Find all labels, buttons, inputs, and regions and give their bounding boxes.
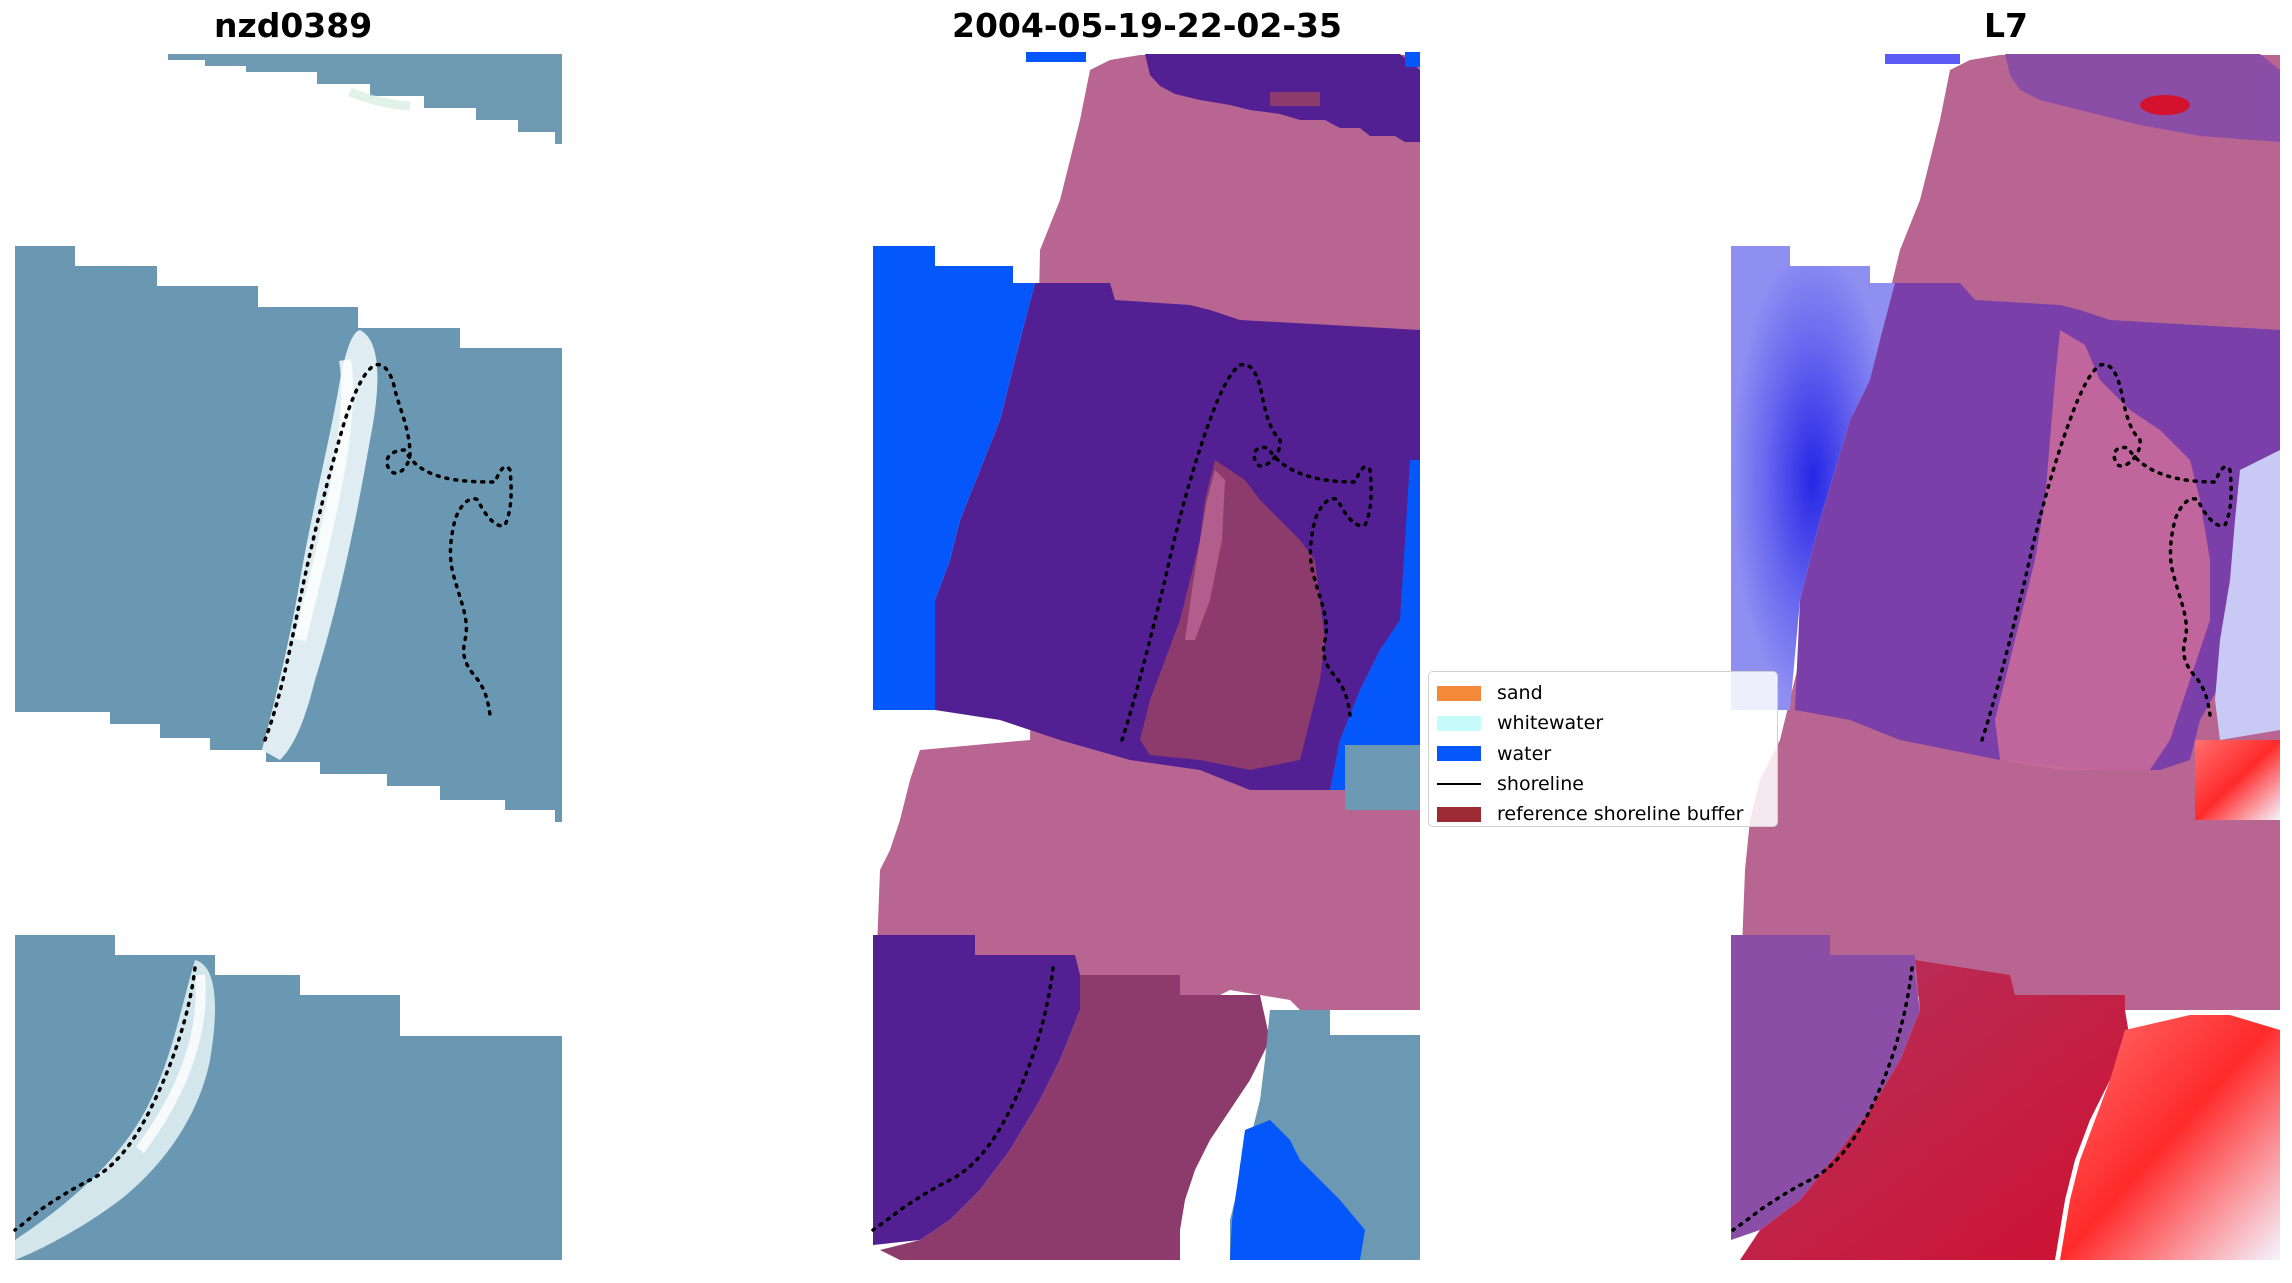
rgb-strip-top: [168, 54, 562, 144]
legend-swatch-reference-buffer: [1437, 806, 1481, 822]
legend-swatch-sand: [1437, 685, 1481, 701]
legend-item-sand: sand: [1429, 678, 1777, 708]
index-bottom-purple: [1731, 935, 1920, 1240]
legend-item-whitewater: whitewater: [1429, 708, 1777, 738]
class-rgb-right: [1345, 745, 1420, 810]
legend-label: shoreline: [1497, 773, 1584, 796]
index-shoreline-bottom: [1731, 966, 1914, 1232]
index-red-right: [2195, 740, 2280, 820]
class-water-top: [1026, 52, 1086, 62]
index-blue-left: [1731, 246, 1895, 710]
legend-label: reference shoreline buffer: [1497, 803, 1744, 826]
rgb-surf: [348, 87, 411, 111]
rgb-image-panel: [13, 54, 562, 1260]
index-right-white: [2215, 450, 2280, 740]
class-buffer-top: [1270, 92, 1320, 106]
class-water-right: [1330, 460, 1420, 810]
rgb-beach-highlight: [294, 359, 354, 642]
classified-image-panel: [871, 52, 1420, 1260]
class-water-bottomright: [1230, 1120, 1365, 1260]
class-shoreline-middle: [1120, 362, 1373, 742]
rgb-beach-bottom-highlight: [135, 974, 206, 1153]
index-middle-pink: [1995, 330, 2210, 770]
panel-title-index: L7: [1984, 6, 2028, 45]
legend-item-water: water: [1429, 739, 1777, 769]
index-blue-top: [1885, 54, 1960, 64]
index-bottom-crimson: [1740, 960, 2130, 1260]
class-buffer-bottom: [880, 975, 1270, 1260]
panel-title-rgb: nzd0389: [214, 6, 373, 45]
legend-label: whitewater: [1497, 712, 1604, 735]
legend-item-shoreline: shoreline: [1429, 769, 1777, 799]
legend: sand whitewater water shoreline referenc…: [1428, 671, 1778, 827]
class-buffer-middle: [1140, 460, 1325, 770]
legend-item-reference-buffer: reference shoreline buffer: [1429, 799, 1777, 829]
legend-label: water: [1497, 742, 1552, 765]
index-top-purple: [2005, 54, 2280, 142]
index-bottom-redwhite: [2060, 1015, 2280, 1260]
legend-label: sand: [1497, 682, 1543, 705]
class-dark-band-bottom: [873, 935, 1080, 1245]
class-water-left: [873, 246, 1035, 710]
rgb-shoreline-middle: [263, 362, 513, 742]
index-red-top: [2140, 95, 2190, 115]
legend-line-shoreline: [1437, 783, 1481, 786]
class-water-topright: [1405, 52, 1420, 67]
rgb-beach-bottom: [15, 960, 215, 1260]
legend-swatch-water: [1437, 746, 1481, 762]
panel-title-classified: 2004-05-19-22-02-35: [952, 6, 1342, 45]
class-pink-sliver: [1185, 470, 1225, 640]
rgb-strip-bottom: [15, 935, 562, 1260]
legend-swatch-whitewater: [1437, 715, 1481, 731]
rgb-strip-middle: [15, 246, 562, 822]
index-shoreline-middle: [1980, 362, 2233, 742]
class-shoreline-bottom: [871, 966, 1055, 1232]
rgb-shoreline-bottom: [13, 966, 197, 1232]
index-image-panel: [1731, 54, 2280, 1260]
